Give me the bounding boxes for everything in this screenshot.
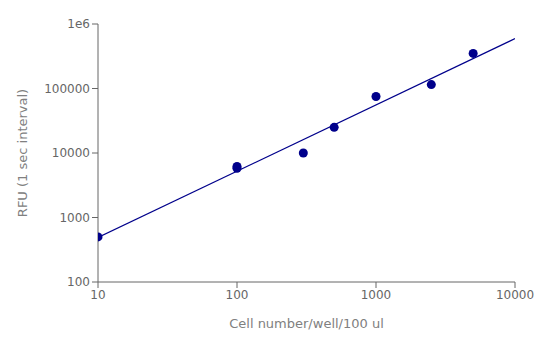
svg-text:100: 100 bbox=[226, 288, 249, 302]
svg-text:Cell number/well/100 ul: Cell number/well/100 ul bbox=[229, 316, 384, 331]
svg-text:10000: 10000 bbox=[496, 288, 534, 302]
svg-text:1000: 1000 bbox=[59, 211, 90, 225]
svg-text:RFU (1 sec interval): RFU (1 sec interval) bbox=[15, 89, 30, 217]
svg-text:10: 10 bbox=[90, 288, 105, 302]
svg-text:1000: 1000 bbox=[361, 288, 392, 302]
svg-text:100: 100 bbox=[67, 275, 90, 289]
svg-text:1e6: 1e6 bbox=[67, 17, 90, 31]
svg-text:10000: 10000 bbox=[52, 146, 90, 160]
svg-text:100000: 100000 bbox=[44, 82, 90, 96]
